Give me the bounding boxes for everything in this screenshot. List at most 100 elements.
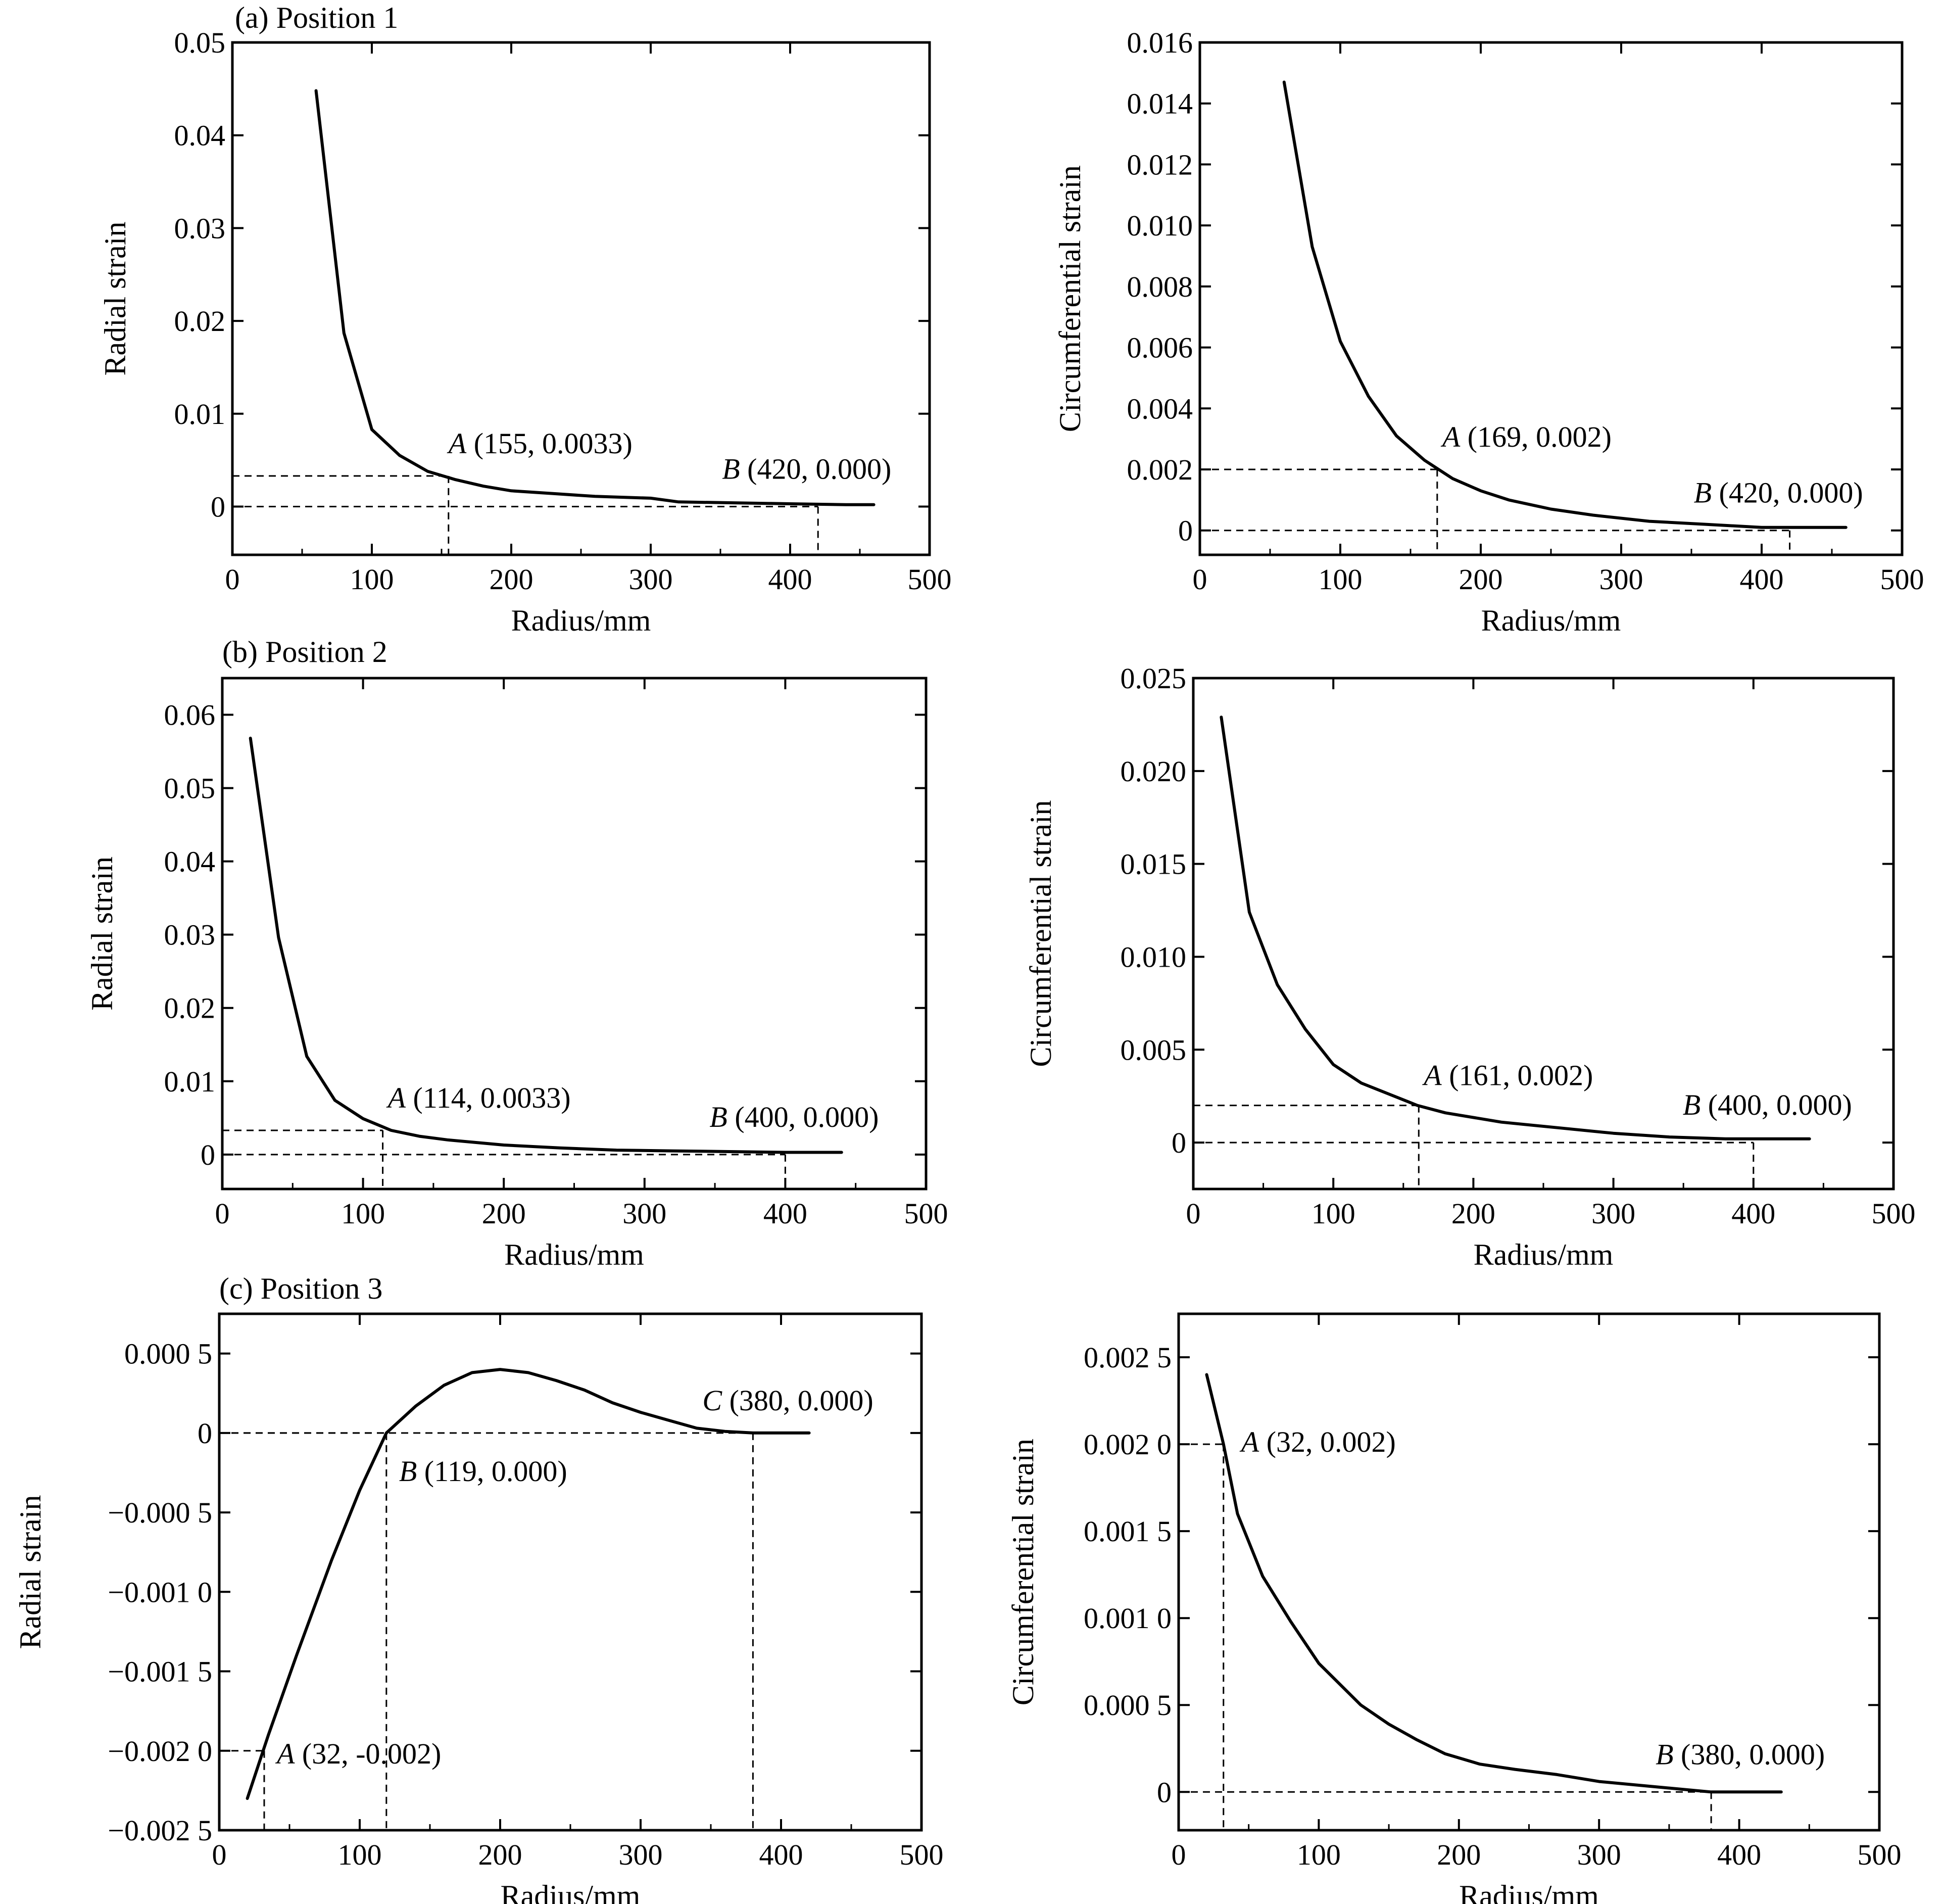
y-tick-label: 0 (1178, 514, 1193, 547)
y-tick-label: 0 (211, 490, 225, 523)
x-axis-label: Radius/mm (1481, 604, 1621, 637)
y-tick-label: 0.002 0 (1084, 1428, 1172, 1461)
y-tick-label: −0.001 0 (108, 1576, 212, 1608)
x-tick-label: 100 (338, 1838, 382, 1871)
y-tick-label: 0.004 (1127, 392, 1193, 425)
y-axis-label: Radial strain (85, 856, 119, 1011)
y-axis-label: Circumferential strain (1024, 800, 1057, 1067)
x-axis-label: Radius/mm (1459, 1879, 1599, 1904)
chart-panel-c-radial: 0 100 200 300 400 500 −0.002 5 −0.002 0 −0.001 5… (14, 1272, 944, 1904)
y-tick-label: −0.002 0 (108, 1735, 212, 1768)
y-tick-label: 0 (198, 1417, 212, 1450)
x-tick-label: 300 (629, 563, 673, 596)
x-tick-label: 0 (212, 1838, 227, 1871)
x-tick-label: 400 (768, 563, 812, 596)
x-tick-label: 400 (759, 1838, 803, 1871)
x-tick-label: 500 (904, 1197, 948, 1230)
chart-panel-b-circ: 0 100 200 300 400 500 0 0.005 0.010 0.015 0.020 0.0… (1024, 662, 1916, 1271)
y-tick-label: 0.016 (1127, 26, 1193, 59)
annotation-a: A (161, 0.002) (1422, 1059, 1593, 1092)
y-tick-label: 0.02 (164, 992, 216, 1025)
x-tick-label: 300 (1577, 1838, 1621, 1871)
y-tick-label: 0.01 (164, 1065, 216, 1098)
x-tick-label: 200 (1437, 1838, 1481, 1871)
x-tick-label: 200 (1459, 563, 1503, 596)
x-tick-label: 100 (350, 563, 394, 596)
series-line-0 (314, 89, 876, 506)
x-tick-label: 500 (1872, 1197, 1916, 1230)
y-tick-label: 0.06 (164, 699, 216, 732)
annotation-b: B (420, 0.000) (722, 452, 891, 485)
chart-panel-c-circ: 0 100 200 300 400 500 0 0.000 5 0.001 0 0.001 5 0.… (1006, 1312, 1902, 1904)
x-tick-label: 200 (490, 563, 533, 596)
y-tick-label: 0 (1172, 1126, 1186, 1159)
annotation-b: B (119, 0.000) (399, 1455, 567, 1488)
x-tick-label: 200 (1451, 1197, 1495, 1230)
y-tick-label: 0 (1157, 1776, 1172, 1808)
y-axis-label: Radial strain (99, 222, 132, 376)
annotation-b: B (400, 0.000) (1683, 1088, 1852, 1121)
y-tick-label: 0.01 (174, 398, 226, 431)
annotation-b: B (400, 0.000) (709, 1101, 879, 1133)
y-tick-label: −0.001 5 (108, 1655, 212, 1688)
annotation-c: C (380, 0.000) (702, 1384, 873, 1417)
series-line-0 (1282, 80, 1848, 529)
x-tick-label: 0 (1193, 563, 1207, 596)
chart-panel-a-circ: 0 100 200 300 400 500 0 0.002 0.004 0.006 0.008 0.0… (1053, 26, 1924, 637)
y-tick-label: 0.000 5 (124, 1338, 212, 1370)
x-tick-label: 400 (763, 1197, 807, 1230)
x-tick-label: 300 (1591, 1197, 1635, 1230)
annotation-a: A (32, -0.002) (275, 1737, 441, 1770)
annotation-a: A (169, 0.002) (1440, 420, 1612, 453)
x-axis-label: Radius/mm (501, 1879, 641, 1904)
x-tick-label: 500 (900, 1838, 944, 1871)
x-tick-label: 100 (1311, 1197, 1355, 1230)
panel-title: (c) Position 3 (219, 1272, 382, 1305)
x-tick-label: 0 (215, 1197, 230, 1230)
annotation-b: B (420, 0.000) (1694, 477, 1863, 509)
x-tick-label: 100 (341, 1197, 385, 1230)
x-axis-label: Radius/mm (511, 604, 651, 637)
y-tick-label: 0.005 (1121, 1033, 1187, 1066)
x-axis-label: Radius/mm (1474, 1238, 1614, 1271)
x-tick-label: 300 (622, 1197, 666, 1230)
series-line-0 (1220, 716, 1811, 1140)
x-tick-label: 500 (1880, 563, 1924, 596)
y-tick-label: 0.014 (1127, 87, 1193, 120)
y-tick-label: 0 (201, 1138, 215, 1171)
y-tick-label: 0.04 (174, 119, 226, 152)
x-tick-label: 200 (478, 1838, 522, 1871)
x-tick-label: 300 (1599, 563, 1643, 596)
y-tick-label: 0.010 (1127, 209, 1193, 242)
x-tick-label: 400 (1717, 1838, 1761, 1871)
x-tick-label: 500 (908, 563, 952, 596)
y-tick-label: 0.015 (1121, 848, 1187, 881)
x-tick-label: 300 (619, 1838, 663, 1871)
x-tick-label: 400 (1740, 563, 1784, 596)
series-line-0 (1205, 1373, 1783, 1794)
y-tick-label: 0.001 5 (1084, 1515, 1172, 1548)
y-tick-label: 0.006 (1127, 331, 1193, 364)
panel-title: (b) Position 2 (222, 635, 387, 669)
x-tick-label: 100 (1319, 563, 1363, 596)
y-tick-label: 0.010 (1121, 940, 1187, 973)
y-tick-label: 0.025 (1121, 662, 1187, 695)
series-line-0 (249, 736, 843, 1154)
y-tick-label: 0.001 0 (1084, 1602, 1172, 1635)
y-axis-label: Circumferential strain (1053, 165, 1087, 432)
x-tick-label: 0 (1172, 1838, 1186, 1871)
x-tick-label: 500 (1858, 1838, 1902, 1871)
y-tick-label: 0.05 (164, 772, 216, 805)
annotation-a: A (155, 0.0033) (447, 427, 633, 460)
y-tick-label: −0.000 5 (108, 1496, 212, 1529)
y-tick-label: 0.008 (1127, 270, 1193, 303)
panel-title: (a) Position 1 (235, 1, 398, 34)
y-tick-label: 0.000 5 (1084, 1689, 1172, 1722)
annotation-a: A (32, 0.002) (1239, 1425, 1396, 1458)
y-tick-label: 0.002 (1127, 453, 1193, 486)
chart-panel-b-radial: 0 100 200 300 400 500 0 0.01 0.02 0.03 0.04 0.05 0.0… (85, 635, 948, 1271)
x-tick-label: 0 (225, 563, 240, 596)
annotation-b: B (380, 0.000) (1656, 1738, 1825, 1771)
